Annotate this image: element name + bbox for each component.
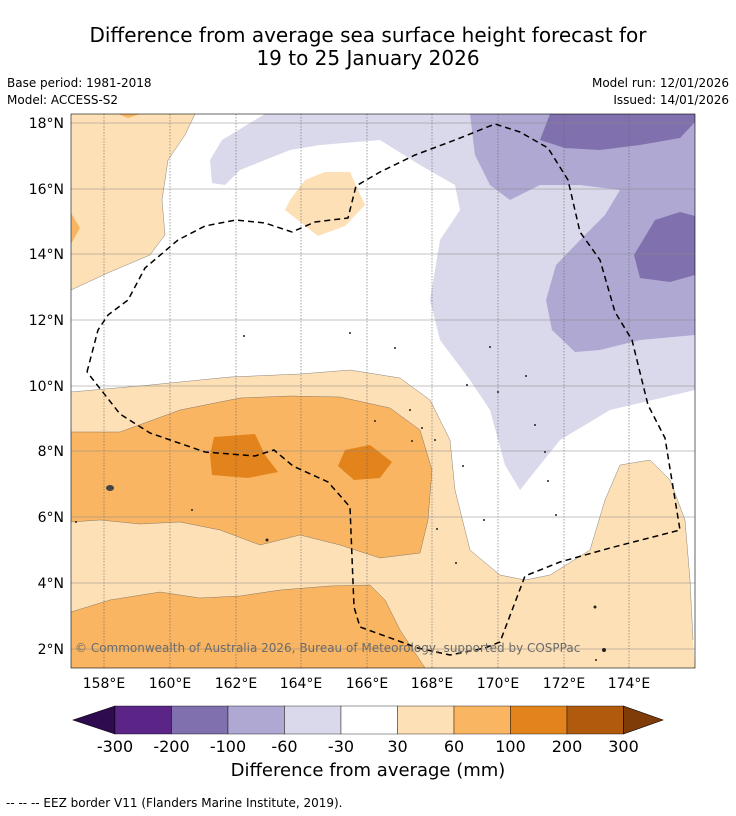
lat-label: 14°N [29, 247, 64, 263]
lon-label: 160°E [149, 676, 192, 692]
lat-label: 10°N [29, 379, 64, 395]
issued-date: Issued: 14/01/2026 [613, 93, 729, 107]
longitude-labels: 158°E 160°E 162°E 164°E 166°E 168°E 170°… [83, 676, 651, 692]
colorbar-extend-low [72, 705, 116, 735]
colorbar-tick: -60 [271, 737, 297, 756]
lon-label: 174°E [608, 676, 651, 692]
colorbar-tick: -100 [210, 737, 246, 756]
colorbar-segment [340, 705, 398, 735]
colorbar-tick: -200 [153, 737, 189, 756]
anomaly-region-top-sliver [118, 114, 140, 118]
latitude-labels: 18°N 16°N 14°N 12°N 10°N 8°N 6°N 4°N 2°N [29, 116, 64, 658]
lon-label: 158°E [83, 676, 126, 692]
anomaly-region-left-edge [71, 213, 80, 244]
base-period: Base period: 1981-2018 [7, 76, 152, 90]
colorbar-tick: -300 [97, 737, 133, 756]
lat-label: 18°N [29, 116, 64, 132]
anomaly-region-mid-purple [470, 114, 695, 352]
lon-label: 166°E [346, 676, 389, 692]
lon-label: 170°E [477, 676, 520, 692]
lat-label: 2°N [38, 642, 64, 658]
colorbar-title: Difference from average (mm) [230, 760, 506, 781]
lat-label: 12°N [29, 313, 64, 329]
map-lat-gridlines [71, 122, 695, 650]
model-name: Model: ACCESS-S2 [7, 93, 119, 107]
lon-label: 168°E [411, 676, 454, 692]
anomaly-contours [71, 114, 695, 668]
colorbar-segment [510, 705, 568, 735]
model-run-date: Model run: 12/01/2026 [591, 76, 729, 90]
colorbar-segment [397, 705, 455, 735]
anomaly-region-light-orange-patch [285, 172, 365, 236]
colorbar-tick: 200 [552, 737, 583, 756]
colorbar-segment [566, 705, 624, 735]
anomaly-region-orange-south [71, 585, 425, 668]
footnote: -- -- -- EEZ border V11 (Flanders Marine… [6, 796, 343, 810]
colorbar-segment [114, 705, 172, 735]
colorbar-segment [453, 705, 511, 735]
page-title: Difference from average sea surface heig… [89, 23, 647, 47]
lon-label: 164°E [280, 676, 323, 692]
island-markers [75, 332, 606, 661]
anomaly-region-light-orange-northwest [71, 114, 195, 290]
lon-label: 162°E [215, 676, 258, 692]
contour-lines [71, 114, 694, 668]
page-subtitle: 19 to 25 January 2026 [256, 46, 480, 70]
lat-label: 8°N [38, 444, 64, 460]
colorbar-segment [284, 705, 342, 735]
colorbar-tick: 100 [495, 737, 526, 756]
lon-label: 172°E [543, 676, 586, 692]
lat-label: 16°N [29, 182, 64, 198]
colorbar-segment [171, 705, 229, 735]
colorbar-tick: 300 [608, 737, 639, 756]
lat-label: 6°N [38, 510, 64, 526]
colorbar-tick: -30 [328, 737, 354, 756]
colorbar-extend-high [623, 705, 664, 735]
anomaly-region-dark-orange-east [338, 445, 392, 480]
anomaly-region-dark-purple-east [634, 212, 695, 282]
colorbar: -300 -200 -100 -60 -30 30 60 100 200 300 [72, 705, 664, 756]
colorbar-tick: 30 [387, 737, 407, 756]
lat-label: 4°N [38, 576, 64, 592]
colorbar-segment [227, 705, 285, 735]
map-frame [70, 113, 696, 669]
anomaly-region-dark-orange-west [210, 434, 278, 478]
colorbar-tick: 60 [444, 737, 464, 756]
copyright-text: © Commonwealth of Australia 2026, Bureau… [75, 641, 580, 655]
